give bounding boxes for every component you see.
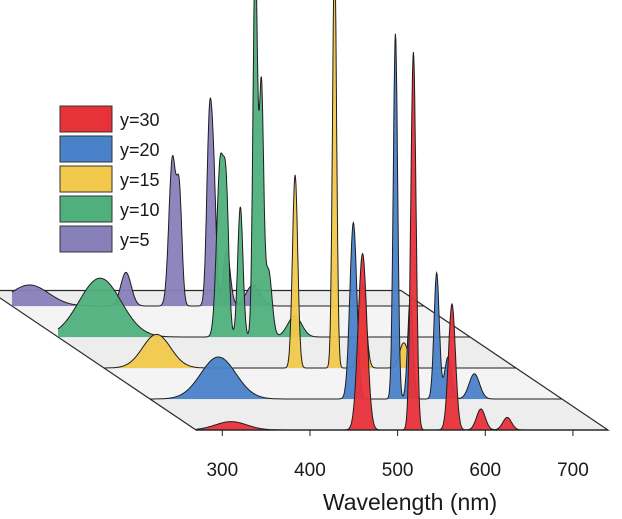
series-line	[57, 0, 470, 338]
legend-swatch	[59, 135, 113, 163]
series-layer	[11, 0, 608, 431]
legend-swatch	[59, 195, 113, 223]
legend-swatch	[59, 225, 113, 253]
series-area	[150, 33, 562, 399]
series-line	[150, 33, 562, 400]
legend-label: y=20	[120, 140, 160, 160]
floor-strip	[103, 367, 563, 400]
series-area	[58, 0, 470, 337]
legend-label: y=10	[120, 200, 160, 220]
x-tick-label: 600	[469, 460, 501, 481]
legend: y=30 y=20 y=15 y=10 y=5	[59, 105, 160, 253]
x-tick-label: 500	[382, 460, 414, 481]
x-axis-title: Wavelength (nm)	[323, 489, 497, 515]
legend-label: y=30	[120, 110, 160, 130]
legend-label: y=5	[120, 230, 150, 250]
x-tick-label: 400	[294, 460, 326, 481]
legend-label: y=15	[120, 170, 160, 190]
x-tick-label: 700	[557, 460, 589, 481]
legend-swatch	[59, 105, 113, 133]
x-tick-label: 300	[206, 460, 238, 481]
legend-swatch	[59, 165, 113, 193]
x-axis: 300 400 500 600 700	[196, 429, 608, 481]
